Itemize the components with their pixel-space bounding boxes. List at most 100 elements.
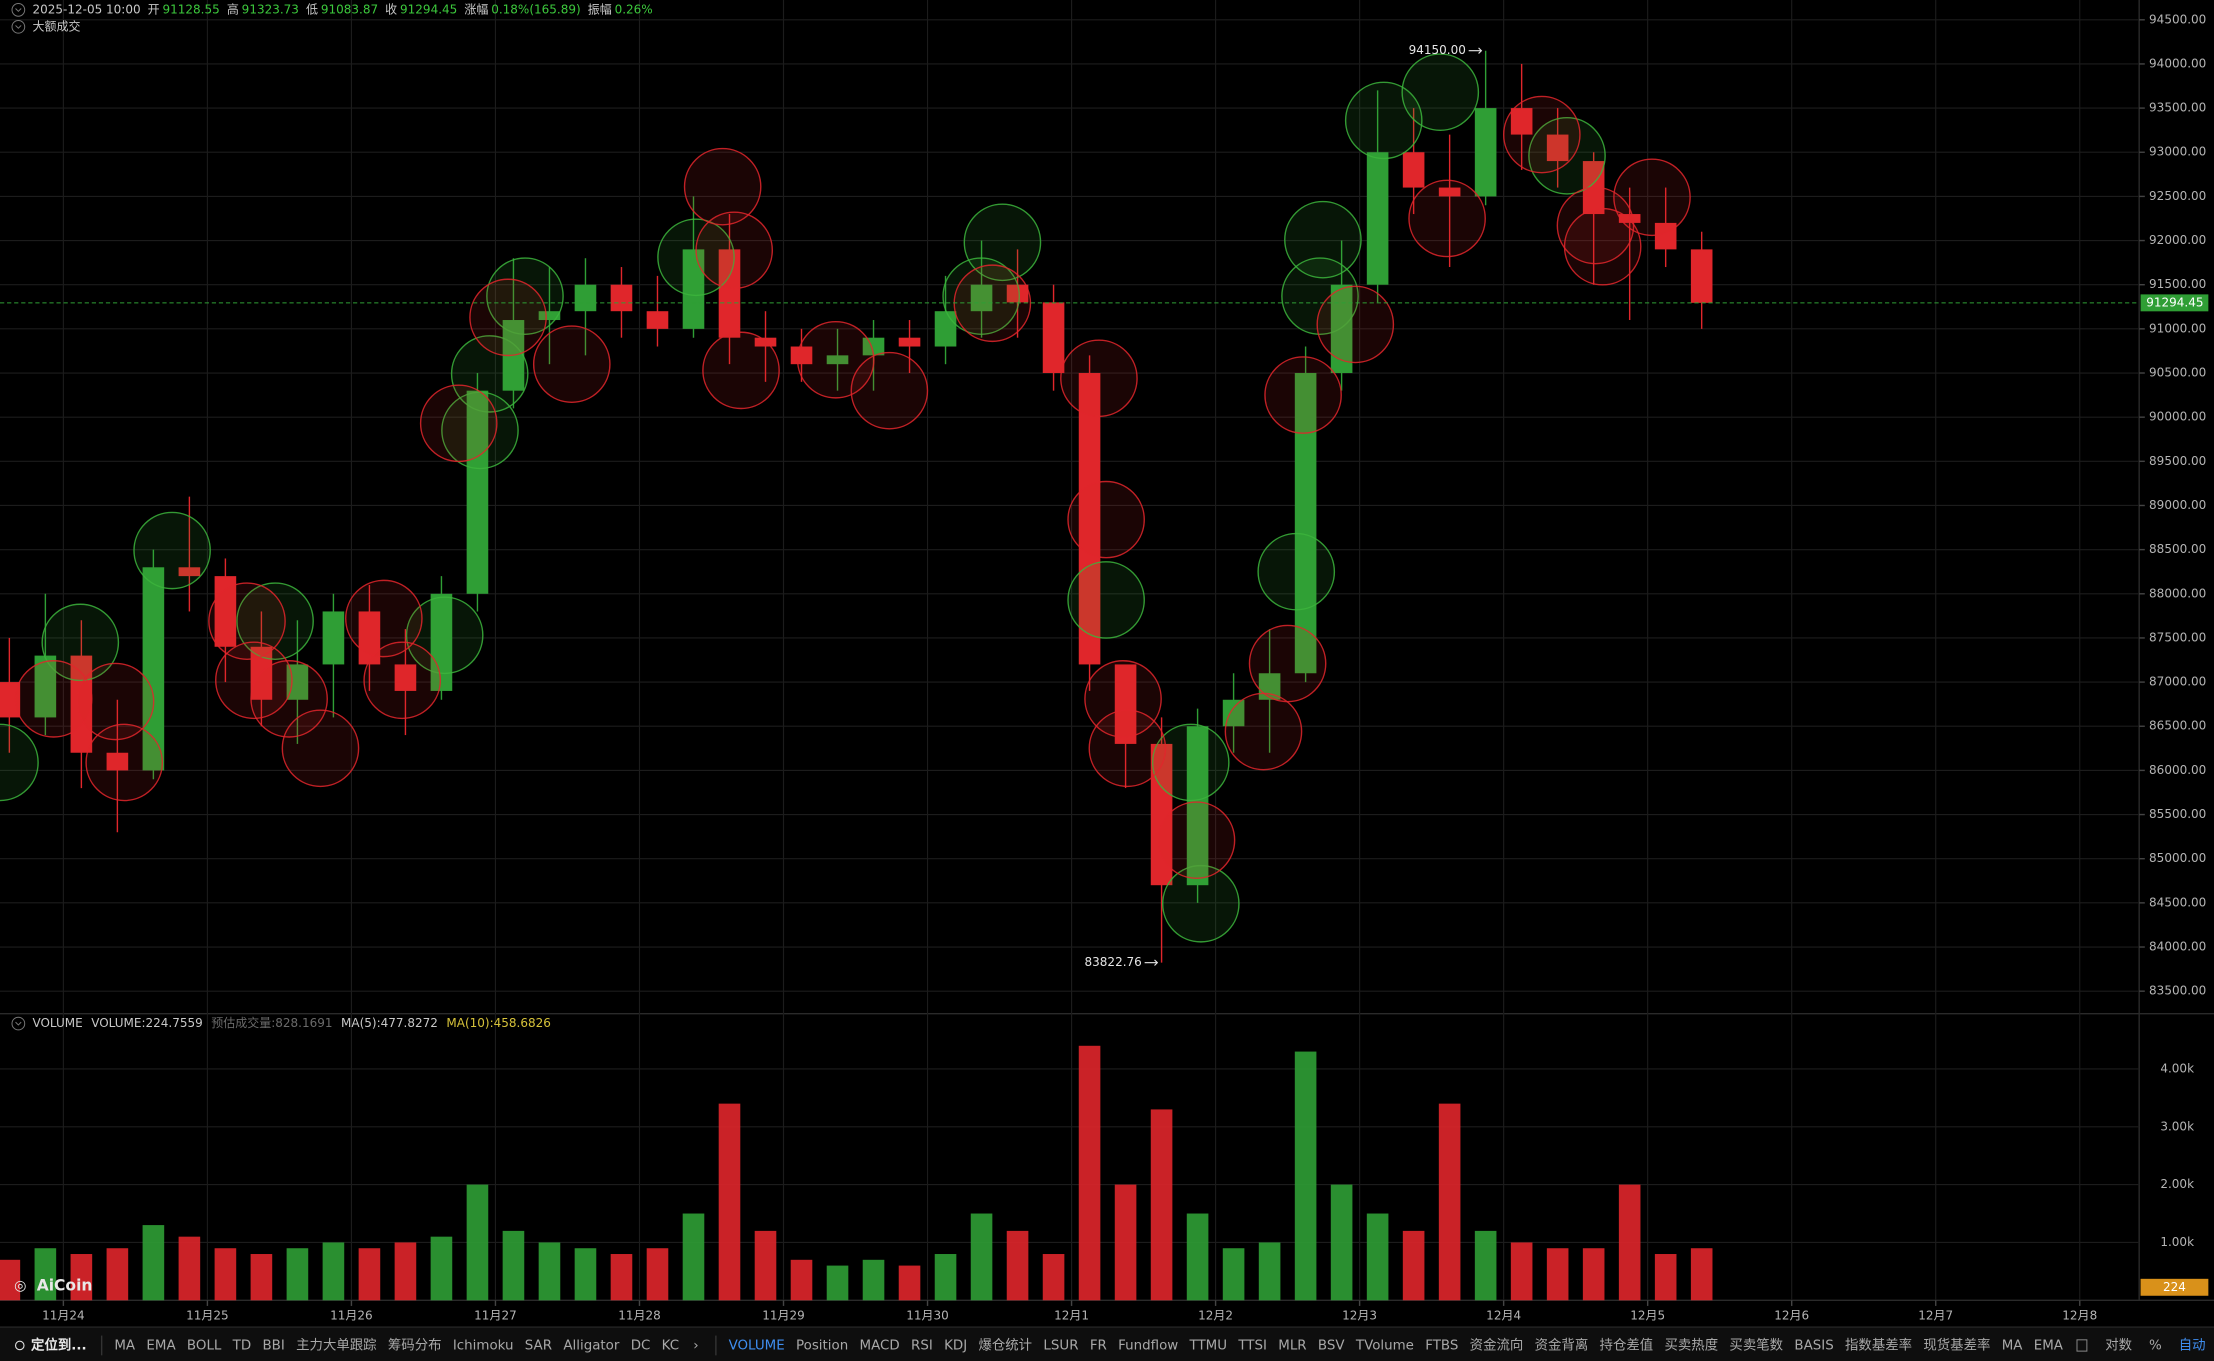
volume-bar — [1402, 1230, 1425, 1301]
indicator-button[interactable]: LSUR — [1043, 1338, 1078, 1353]
indicator-button[interactable]: 现货基差率 — [1923, 1336, 1990, 1353]
y-tick-label: 91500.00 — [2149, 277, 2206, 291]
last-price-box — [2140, 294, 2209, 312]
big-trade-bubble — [1161, 864, 1240, 943]
volume-bar — [1690, 1248, 1713, 1301]
header-field-value: 0.26% — [615, 2, 653, 16]
indicator-button[interactable]: 主力大单跟踪 — [296, 1337, 376, 1353]
candle-body — [1690, 249, 1713, 303]
x-tick-label: 11月24 — [42, 1308, 85, 1322]
x-tick-label: 11月30 — [906, 1308, 949, 1322]
volume-bar — [142, 1225, 165, 1301]
volume-bar — [466, 1184, 489, 1301]
indicator-button[interactable]: Position — [796, 1338, 848, 1353]
indicator-button[interactable]: SAR — [525, 1338, 552, 1353]
indicator-button[interactable]: TTMU — [1189, 1338, 1228, 1353]
indicator-button[interactable]: EMA — [146, 1338, 176, 1353]
indicator-button[interactable]: BOLL — [187, 1338, 222, 1353]
indicator-button[interactable]: TD — [232, 1338, 252, 1353]
indicator-button[interactable]: MACD — [860, 1338, 900, 1353]
volume-bar — [826, 1265, 849, 1301]
indicator-button[interactable]: KDJ — [944, 1338, 967, 1353]
candle-body — [1438, 187, 1461, 197]
indicator-button[interactable]: EMA — [2034, 1338, 2064, 1353]
indicator-button[interactable]: MA — [2002, 1338, 2024, 1353]
edit-icon[interactable] — [2076, 1339, 2088, 1352]
last-volume-label: 224 — [2163, 1280, 2186, 1294]
header-second-line: 大额成交 — [32, 18, 80, 33]
indicator-button[interactable]: FR — [1090, 1338, 1107, 1353]
candle-body — [1222, 699, 1245, 727]
big-trade-bubble — [1502, 95, 1581, 174]
labels: 83500.00 84000.00 84500.00 85000.00 85500.00… — [11, 1, 2209, 1356]
extreme-label: 94150.00 — [1409, 43, 1466, 57]
candle-body — [646, 311, 669, 329]
indicator-button[interactable]: 买卖热度 — [1665, 1337, 1719, 1353]
indicator-button[interactable]: MA — [114, 1338, 136, 1353]
volume-bar — [718, 1103, 741, 1301]
axis-mode-button[interactable]: 对数 — [2105, 1337, 2132, 1353]
indicator-button[interactable]: 持仓差值 — [1600, 1337, 1654, 1353]
indicator-button[interactable]: KC — [662, 1338, 679, 1353]
indicator-button[interactable]: 指数基差率 — [1845, 1336, 1912, 1353]
indicator-button[interactable]: Ichimoku — [453, 1338, 514, 1353]
x-tick-label: 12月3 — [1342, 1308, 1377, 1322]
indicator-button[interactable]: 资金流向 — [1470, 1337, 1524, 1353]
collapse-icon[interactable] — [11, 19, 26, 34]
collapse-chevron — [15, 1021, 22, 1026]
x-tick-label: 12月2 — [1198, 1308, 1233, 1322]
big-trade-bubble — [133, 511, 211, 590]
indicator-button[interactable]: TTSI — [1237, 1338, 1267, 1353]
volume-bar — [754, 1230, 777, 1301]
big-trade-bubble — [236, 582, 314, 660]
candle-body — [754, 337, 777, 347]
big-trade-bubble — [1060, 339, 1138, 418]
candle-body — [574, 284, 597, 312]
volume-bar — [1258, 1242, 1281, 1301]
candle-body — [1366, 152, 1389, 285]
collapse-icon[interactable] — [11, 3, 26, 17]
big-trade-bubble — [250, 660, 328, 738]
indicator-button[interactable]: BSV — [1318, 1338, 1345, 1353]
header-field-label: 高 — [227, 1, 239, 16]
big-trade-bubble — [796, 320, 875, 399]
big-trade-bubble — [1248, 624, 1327, 703]
volume-bar — [1654, 1254, 1677, 1301]
big-trade-bubble — [1088, 709, 1167, 788]
axis-mode-button[interactable]: 自动 — [2179, 1337, 2206, 1353]
indicator-button[interactable]: MLR — [1278, 1338, 1306, 1353]
collapse-icon[interactable] — [11, 1016, 26, 1031]
big-trade-bubble — [76, 662, 155, 741]
indicator-button[interactable]: RSI — [911, 1338, 933, 1353]
big-trade-bubble — [208, 582, 286, 660]
volume-bar — [502, 1230, 525, 1301]
more-arrow[interactable]: › — [693, 1338, 698, 1353]
volume-bar — [1006, 1230, 1029, 1301]
indicator-button[interactable]: VOLUME — [729, 1338, 785, 1353]
indicator-button[interactable]: 筹码分布 — [388, 1336, 442, 1353]
candle-body — [0, 682, 21, 718]
candle-body — [1006, 284, 1029, 303]
locate-button[interactable]: 定位到... — [31, 1336, 87, 1353]
volume-bar — [1510, 1242, 1533, 1301]
volume-bar — [286, 1248, 309, 1301]
x-tick-label: 11月26 — [330, 1308, 373, 1322]
candle-body — [1042, 302, 1065, 374]
indicator-button[interactable]: TVolume — [1355, 1338, 1414, 1353]
indicator-button[interactable]: FTBS — [1425, 1338, 1458, 1353]
axis-mode-button[interactable]: % — [2149, 1338, 2162, 1353]
grid — [0, 0, 2140, 1301]
indicator-button[interactable]: BBI — [262, 1338, 284, 1353]
indicator-button[interactable]: Alligator — [563, 1338, 620, 1353]
header-field-label: 涨幅 — [464, 1, 488, 16]
indicator-button[interactable]: 爆仓统计 — [978, 1337, 1032, 1353]
indicator-button[interactable]: BASIS — [1794, 1338, 1833, 1353]
volume-bar — [682, 1213, 705, 1301]
indicator-button[interactable]: 资金背离 — [1535, 1336, 1589, 1353]
candle-body — [1510, 108, 1533, 135]
indicator-button[interactable]: DC — [631, 1338, 651, 1353]
indicator-button[interactable]: 买卖笔数 — [1729, 1337, 1783, 1353]
indicator-button[interactable]: Fundflow — [1118, 1338, 1178, 1353]
volume-bar — [1330, 1184, 1353, 1301]
y-tick-label: 88500.00 — [2149, 542, 2206, 556]
